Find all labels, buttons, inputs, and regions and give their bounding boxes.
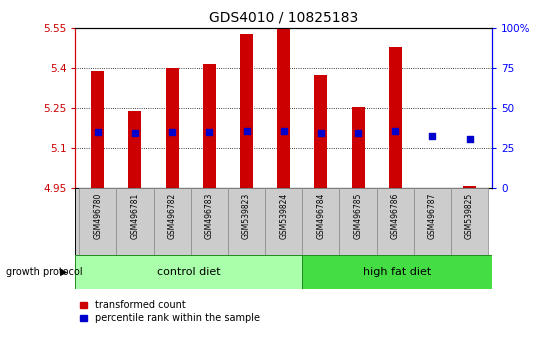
Bar — [116, 188, 154, 255]
Bar — [339, 188, 377, 255]
Bar — [302, 188, 339, 255]
Point — [391, 128, 400, 133]
Bar — [277, 28, 290, 188]
Text: GSM496786: GSM496786 — [391, 193, 400, 239]
Text: control diet: control diet — [157, 267, 221, 277]
Bar — [414, 188, 451, 255]
Text: high fat diet: high fat diet — [363, 267, 431, 277]
Text: GSM496785: GSM496785 — [353, 193, 363, 239]
Bar — [451, 188, 488, 255]
Point — [279, 128, 288, 133]
Point — [316, 130, 325, 136]
Bar — [129, 110, 141, 188]
Point — [205, 129, 214, 135]
Bar — [352, 107, 364, 188]
Bar — [79, 188, 116, 255]
Bar — [91, 71, 105, 188]
Title: GDS4010 / 10825183: GDS4010 / 10825183 — [209, 10, 358, 24]
Text: GSM496782: GSM496782 — [168, 193, 177, 239]
Bar — [203, 64, 216, 188]
Bar — [314, 75, 328, 188]
Bar — [389, 47, 402, 188]
Text: GSM539824: GSM539824 — [279, 193, 288, 239]
Text: ▶: ▶ — [60, 267, 67, 277]
Bar — [265, 188, 302, 255]
Point — [168, 129, 177, 135]
Bar — [228, 188, 265, 255]
Bar — [165, 68, 179, 188]
Point — [428, 133, 437, 139]
Text: GSM496781: GSM496781 — [130, 193, 139, 239]
Text: GSM496780: GSM496780 — [93, 193, 102, 239]
Point — [130, 130, 139, 136]
Text: GSM496784: GSM496784 — [316, 193, 325, 239]
Bar — [463, 186, 476, 188]
Text: GSM539823: GSM539823 — [242, 193, 251, 239]
Bar — [302, 255, 492, 289]
Bar — [75, 255, 302, 289]
Bar — [154, 188, 191, 255]
Point — [354, 130, 363, 136]
Text: GSM496787: GSM496787 — [428, 193, 437, 239]
Text: growth protocol: growth protocol — [6, 267, 82, 277]
Point — [93, 129, 102, 135]
Point — [242, 128, 251, 133]
Text: GSM539825: GSM539825 — [465, 193, 474, 239]
Point — [465, 136, 474, 141]
Bar — [240, 34, 253, 188]
Legend: transformed count, percentile rank within the sample: transformed count, percentile rank withi… — [80, 301, 260, 323]
Text: GSM496783: GSM496783 — [205, 193, 214, 239]
Bar — [377, 188, 414, 255]
Bar — [191, 188, 228, 255]
